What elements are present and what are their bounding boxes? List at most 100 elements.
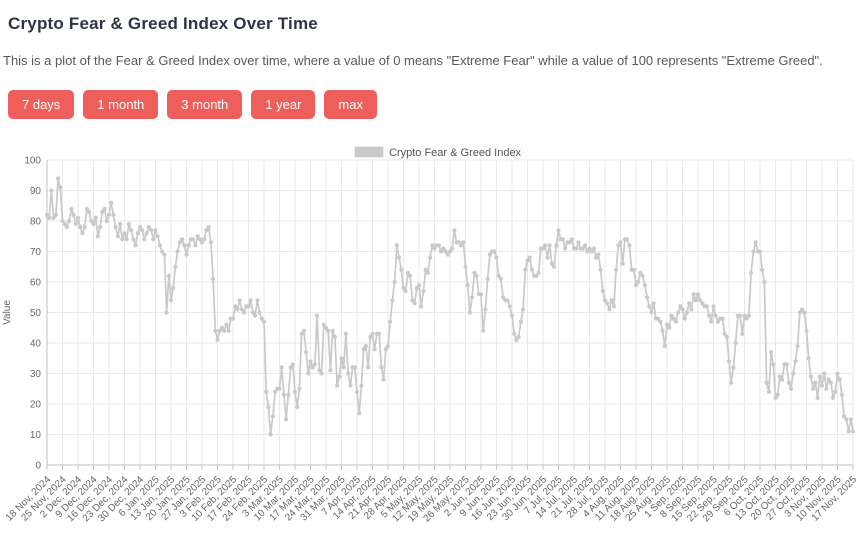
data-point bbox=[527, 255, 532, 260]
data-point bbox=[733, 340, 738, 346]
chart-grid bbox=[46, 159, 854, 470]
data-point bbox=[835, 371, 840, 376]
data-point bbox=[700, 301, 705, 306]
legend-label: Crypto Fear & Greed Index bbox=[389, 147, 522, 159]
data-point bbox=[264, 389, 269, 394]
data-point bbox=[436, 243, 441, 248]
data-point bbox=[525, 258, 530, 263]
data-point bbox=[64, 225, 69, 230]
data-point bbox=[348, 383, 353, 388]
data-point bbox=[552, 264, 557, 269]
data-point bbox=[585, 249, 590, 254]
range-button-1-month[interactable]: 1 month bbox=[83, 90, 159, 119]
data-point bbox=[239, 307, 244, 312]
data-point bbox=[379, 365, 384, 370]
data-point bbox=[388, 319, 393, 324]
data-point bbox=[658, 319, 663, 324]
range-button-max[interactable]: max bbox=[324, 90, 377, 119]
data-point bbox=[115, 234, 120, 239]
range-button-1-year[interactable]: 1 year bbox=[251, 90, 316, 119]
data-point bbox=[481, 328, 486, 333]
data-point bbox=[780, 377, 785, 382]
data-point bbox=[505, 298, 510, 303]
range-buttons: 7 days 1 month 3 month 1 year max bbox=[8, 90, 859, 119]
data-point bbox=[118, 221, 123, 227]
range-button-3-month[interactable]: 3 month bbox=[167, 90, 243, 119]
page-description: This is a plot of the Fear & Greed Index… bbox=[3, 53, 823, 68]
data-point bbox=[346, 371, 351, 376]
data-point bbox=[492, 249, 497, 254]
data-point bbox=[740, 331, 745, 336]
data-point bbox=[769, 350, 774, 355]
data-point bbox=[140, 228, 145, 233]
data-point bbox=[354, 389, 360, 394]
data-point bbox=[808, 374, 814, 379]
data-point bbox=[549, 261, 555, 266]
data-point bbox=[498, 276, 503, 282]
data-point bbox=[478, 292, 484, 297]
data-point bbox=[383, 347, 388, 352]
data-point bbox=[483, 307, 488, 312]
y-tick-label: 0 bbox=[35, 461, 41, 472]
data-point bbox=[368, 334, 373, 339]
y-tick-label: 60 bbox=[30, 278, 42, 289]
data-point bbox=[284, 417, 289, 422]
data-point bbox=[563, 246, 568, 251]
data-point bbox=[184, 252, 189, 257]
data-point bbox=[162, 252, 167, 257]
data-point bbox=[811, 386, 816, 391]
data-point bbox=[268, 432, 273, 437]
data-point bbox=[235, 307, 240, 312]
data-point bbox=[676, 310, 681, 315]
data-point bbox=[600, 289, 605, 294]
data-point bbox=[831, 395, 836, 400]
data-point bbox=[523, 267, 528, 272]
data-point bbox=[131, 237, 136, 242]
data-point bbox=[673, 319, 679, 324]
data-point bbox=[191, 237, 196, 242]
data-point bbox=[323, 325, 329, 330]
data-point bbox=[669, 313, 674, 318]
data-point bbox=[447, 249, 453, 254]
data-point bbox=[591, 246, 597, 251]
y-axis-title: Value bbox=[2, 300, 13, 325]
data-point bbox=[87, 209, 92, 214]
data-point bbox=[800, 307, 805, 312]
data-point bbox=[414, 286, 419, 291]
data-point bbox=[129, 228, 134, 233]
data-point bbox=[217, 328, 222, 333]
data-point bbox=[764, 380, 769, 385]
data-point bbox=[385, 344, 391, 349]
fear-greed-chart: 0 10 20 30 40 50 60 70 80 90 100 Value 18 Nov, 20242… bbox=[2, 146, 859, 524]
data-point bbox=[625, 237, 630, 242]
data-point bbox=[310, 365, 315, 370]
legend-item-crypto-fear-greed-index[interactable]: Crypto Fear & Greed Index bbox=[354, 146, 522, 159]
data-point bbox=[71, 212, 76, 217]
data-point bbox=[233, 304, 238, 309]
data-point bbox=[206, 225, 211, 230]
data-point bbox=[213, 328, 218, 333]
data-point bbox=[742, 313, 747, 318]
data-point bbox=[208, 240, 213, 245]
data-point bbox=[795, 344, 800, 349]
data-point bbox=[286, 392, 291, 397]
range-button-7-days[interactable]: 7 days bbox=[8, 90, 75, 119]
data-point bbox=[589, 249, 594, 254]
data-point bbox=[144, 231, 149, 236]
data-point bbox=[106, 212, 112, 217]
y-tick-label: 20 bbox=[30, 400, 42, 411]
data-point bbox=[472, 270, 477, 275]
data-point bbox=[175, 249, 180, 254]
data-point bbox=[738, 313, 743, 318]
data-point bbox=[91, 221, 96, 227]
y-axis-tick-labels: 0 10 20 30 40 50 60 70 80 90 100 bbox=[24, 156, 41, 472]
data-point bbox=[691, 292, 696, 297]
data-point bbox=[146, 225, 151, 230]
data-point bbox=[760, 267, 765, 272]
data-point bbox=[450, 246, 455, 251]
data-point bbox=[281, 392, 286, 397]
data-point bbox=[614, 267, 619, 272]
data-point bbox=[602, 298, 608, 303]
data-point bbox=[363, 344, 368, 349]
